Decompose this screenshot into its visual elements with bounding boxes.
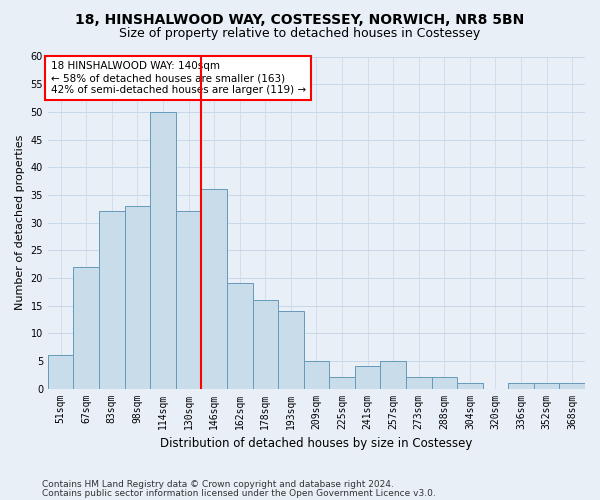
Bar bbox=[278, 311, 304, 388]
Bar bbox=[202, 190, 227, 388]
Text: Size of property relative to detached houses in Costessey: Size of property relative to detached ho… bbox=[119, 28, 481, 40]
Text: 18, HINSHALWOOD WAY, COSTESSEY, NORWICH, NR8 5BN: 18, HINSHALWOOD WAY, COSTESSEY, NORWICH,… bbox=[76, 12, 524, 26]
Bar bbox=[431, 378, 457, 388]
Text: Contains HM Land Registry data © Crown copyright and database right 2024.: Contains HM Land Registry data © Crown c… bbox=[42, 480, 394, 489]
Bar bbox=[176, 212, 202, 388]
Bar bbox=[150, 112, 176, 388]
Text: 18 HINSHALWOOD WAY: 140sqm
← 58% of detached houses are smaller (163)
42% of sem: 18 HINSHALWOOD WAY: 140sqm ← 58% of deta… bbox=[50, 62, 306, 94]
Bar bbox=[73, 267, 99, 388]
Bar bbox=[457, 383, 482, 388]
Bar bbox=[534, 383, 559, 388]
Bar bbox=[48, 356, 73, 388]
Y-axis label: Number of detached properties: Number of detached properties bbox=[15, 135, 25, 310]
Bar bbox=[125, 206, 150, 388]
Bar bbox=[508, 383, 534, 388]
Bar bbox=[227, 284, 253, 389]
Bar bbox=[406, 378, 431, 388]
Bar bbox=[329, 378, 355, 388]
Bar bbox=[380, 361, 406, 388]
Bar bbox=[304, 361, 329, 388]
X-axis label: Distribution of detached houses by size in Costessey: Distribution of detached houses by size … bbox=[160, 437, 473, 450]
Bar bbox=[253, 300, 278, 388]
Bar bbox=[355, 366, 380, 388]
Text: Contains public sector information licensed under the Open Government Licence v3: Contains public sector information licen… bbox=[42, 488, 436, 498]
Bar bbox=[559, 383, 585, 388]
Bar bbox=[99, 212, 125, 388]
